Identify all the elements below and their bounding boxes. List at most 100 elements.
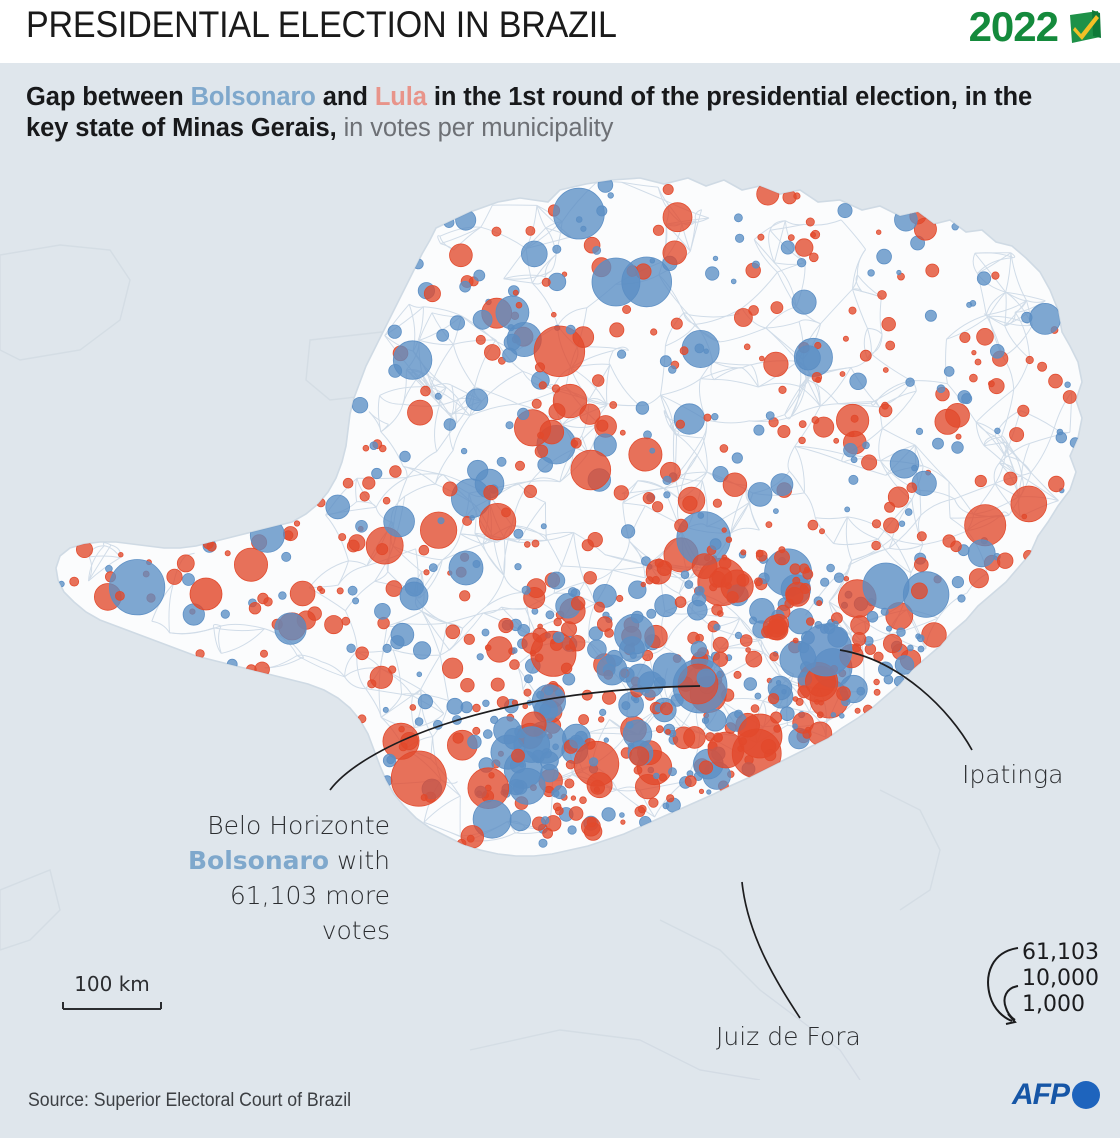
size-legend-arcs [987, 947, 1019, 1025]
afp-logo-text: AFP [1012, 1078, 1070, 1111]
vote-gap-circle [382, 496, 391, 505]
vote-gap-circle [779, 706, 795, 721]
vote-gap-circle [762, 615, 788, 641]
vote-gap-circle [1025, 355, 1034, 365]
vote-gap-circle [523, 484, 538, 498]
vote-gap-circle [936, 384, 946, 394]
vote-gap-circle [773, 508, 779, 515]
vote-gap-circle [682, 495, 698, 511]
vote-gap-circle [951, 575, 965, 589]
vote-gap-circle [645, 576, 654, 585]
vote-gap-circle [348, 534, 366, 552]
leader-line-ipatinga [839, 649, 973, 751]
vote-gap-circle [473, 269, 486, 282]
vote-gap-circle [521, 585, 531, 595]
vote-gap-circle [620, 819, 626, 825]
vote-gap-circle [696, 668, 716, 688]
vote-gap-circle [601, 690, 617, 705]
vote-gap-circle [460, 701, 473, 714]
vote-gap-circle [502, 347, 518, 363]
vote-gap-circle [537, 456, 553, 473]
vote-gap-circle [959, 331, 971, 343]
vote-gap-circle [810, 229, 821, 240]
callout-winner: Bolsonaro [187, 846, 329, 875]
vote-gap-circle [603, 737, 609, 743]
scale-bar-label: 100 km [74, 972, 150, 996]
vote-gap-circle [278, 591, 287, 600]
vote-gap-circle [338, 533, 347, 542]
vote-gap-circle [660, 702, 673, 716]
vote-gap-circle [517, 407, 530, 420]
vote-gap-circle [838, 712, 845, 719]
vote-gap-circle [412, 641, 432, 660]
vote-gap-circle [994, 427, 1001, 434]
vote-gap-circle [713, 623, 721, 631]
vote-gap-circle [628, 437, 663, 472]
vote-gap-circle [490, 715, 499, 725]
vote-gap-circle [588, 757, 599, 767]
vote-gap-circle [452, 732, 464, 744]
vote-gap-circle [616, 594, 624, 603]
vote-gap-circle [712, 498, 723, 508]
vote-gap-circle [378, 444, 387, 453]
vote-gap-circle [436, 328, 450, 342]
vote-gap-circle [697, 512, 705, 519]
vote-gap-circle [475, 334, 486, 345]
source-note: Source: Superior Electoral Court of Braz… [28, 1090, 352, 1111]
vote-gap-circle [749, 616, 758, 625]
minas-gerais-map [0, 150, 1120, 1080]
vote-gap-circle [346, 643, 356, 654]
vote-gap-circle [342, 477, 354, 489]
vote-gap-circle [654, 594, 678, 618]
vote-gap-circle [428, 563, 438, 573]
vote-gap-circle [934, 408, 961, 435]
vote-gap-circle [570, 439, 579, 448]
vote-gap-circle [547, 571, 566, 590]
vote-gap-circle [807, 519, 819, 531]
vote-gap-circle [443, 418, 457, 431]
vote-gap-circle [629, 746, 650, 767]
vote-gap-circle [619, 429, 626, 436]
vote-gap-circle [541, 277, 551, 287]
vote-gap-circle [446, 697, 464, 715]
vote-gap-circle [905, 377, 915, 387]
vote-gap-circle [955, 433, 962, 440]
afp-logo-dot [1072, 1081, 1100, 1109]
vote-gap-circle [668, 767, 677, 777]
vote-gap-circle [765, 521, 773, 529]
vote-gap-circle [472, 703, 481, 713]
vote-gap-circle [554, 806, 564, 816]
vote-gap-circle [233, 547, 268, 582]
vote-gap-circle [649, 258, 655, 264]
vote-gap-circle [399, 450, 411, 463]
vote-gap-circle [417, 693, 433, 710]
subtitle-part3: in the 1st round of the presidential ele… [26, 83, 1033, 142]
subtitle-candidate-lula: Lula [374, 83, 427, 111]
vote-gap-circle [907, 644, 914, 652]
vote-gap-circle [706, 789, 712, 795]
vote-gap-circle [894, 655, 915, 675]
vote-gap-circle [539, 751, 559, 771]
vote-gap-circle [734, 213, 743, 223]
callout-belo-horizonte: Belo Horizonte Bolsonaro with 61,103 mor… [140, 808, 390, 948]
vote-gap-circle [418, 544, 430, 556]
vote-gap-circle [734, 308, 753, 327]
vote-gap-circle [319, 587, 326, 594]
vote-gap-circle [206, 541, 217, 552]
vote-gap-circle [770, 473, 794, 497]
vote-gap-circle [867, 269, 875, 277]
subtitle-candidate-bolsonaro: Bolsonaro [190, 83, 316, 111]
vote-gap-circle [467, 734, 482, 750]
vote-gap-circle [659, 355, 672, 368]
vote-gap-circle [593, 786, 601, 793]
vote-gap-circle [482, 699, 490, 707]
vote-gap-circle [712, 636, 729, 653]
vote-gap-circle [578, 714, 589, 725]
vote-gap-circle [390, 635, 405, 650]
vote-gap-circle [592, 374, 605, 387]
vote-gap-circle [743, 677, 758, 691]
vote-gap-circle [552, 743, 559, 751]
vote-gap-circle [675, 419, 686, 429]
vote-gap-circle [849, 372, 867, 391]
vote-gap-circle [648, 797, 659, 808]
